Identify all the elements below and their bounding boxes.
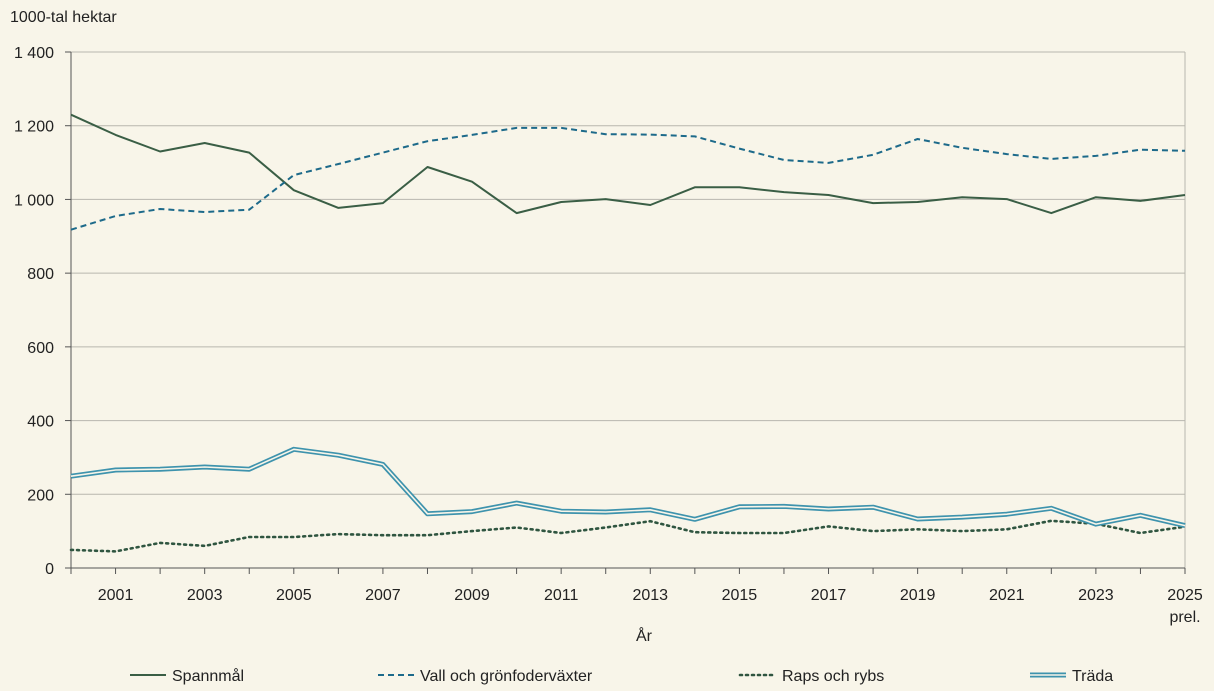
x-tick-label: 2023	[1078, 587, 1114, 604]
series-line-2	[70, 126, 1186, 231]
legend-label: Raps och rybs	[782, 668, 884, 685]
x-tick-label: 2011	[544, 587, 579, 604]
x-tick-label: 2001	[98, 587, 134, 604]
axes	[65, 51, 1186, 574]
y-tick-label: 0	[45, 561, 54, 578]
y-axis-title: 1000-tal hektar	[10, 9, 117, 26]
y-tick-label: 200	[27, 487, 54, 504]
x-tick-labels: 2001 2003 2005 2007 2009 2011 2013 2015 2017 2019…	[98, 587, 1203, 604]
y-tick-label: 1 200	[14, 119, 54, 136]
x-tick-label: 2019	[900, 587, 936, 604]
legend-label: Träda	[1072, 668, 1113, 685]
x-tick-label: 2015	[722, 587, 758, 604]
x-tick-label: 2013	[632, 587, 668, 604]
legend-label: Vall och grönfoderväxter	[420, 668, 593, 685]
y-tick-label: 800	[27, 266, 54, 283]
legend-label: Spannmål	[172, 667, 244, 685]
series-line-3	[69, 519, 1187, 553]
y-tick-label: 1 000	[14, 192, 54, 209]
y-tick-label: 600	[27, 340, 54, 357]
y-tick-label: 400	[27, 414, 54, 431]
x-tick-label: 2021	[989, 587, 1025, 604]
gridlines	[71, 51, 1186, 568]
x-tick-label: 2003	[187, 587, 223, 604]
x-tick-note-prel: prel.	[1169, 609, 1200, 626]
series-line-4-inner	[70, 448, 1186, 527]
x-tick-label: 2009	[454, 587, 490, 604]
x-axis-title: År	[636, 626, 653, 645]
x-tick-label: 2025	[1167, 587, 1203, 604]
series-line-4-outer	[70, 446, 1186, 529]
x-tick-label: 2007	[365, 587, 401, 604]
y-tick-labels: 0 200 400 600 800 1 000 1 200 1 400	[14, 45, 54, 578]
y-tick-label: 1 400	[14, 45, 54, 62]
x-tick-label: 2005	[276, 587, 312, 604]
series-line-1	[70, 113, 1186, 215]
x-tick-label: 2017	[811, 587, 847, 604]
legend: Spannmål Vall och grönfoderväxter Raps och…	[130, 667, 1113, 685]
series-lines	[69, 113, 1187, 553]
